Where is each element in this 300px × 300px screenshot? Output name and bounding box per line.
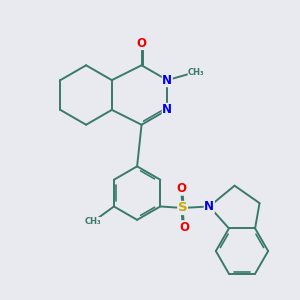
Text: S: S [178, 202, 188, 214]
Text: O: O [136, 37, 147, 50]
Text: N: N [162, 103, 172, 116]
Text: CH₃: CH₃ [85, 218, 101, 226]
Text: N: N [204, 200, 214, 213]
Text: CH₃: CH₃ [188, 68, 205, 77]
Text: N: N [162, 74, 172, 87]
Text: O: O [179, 221, 189, 234]
Text: O: O [176, 182, 186, 195]
